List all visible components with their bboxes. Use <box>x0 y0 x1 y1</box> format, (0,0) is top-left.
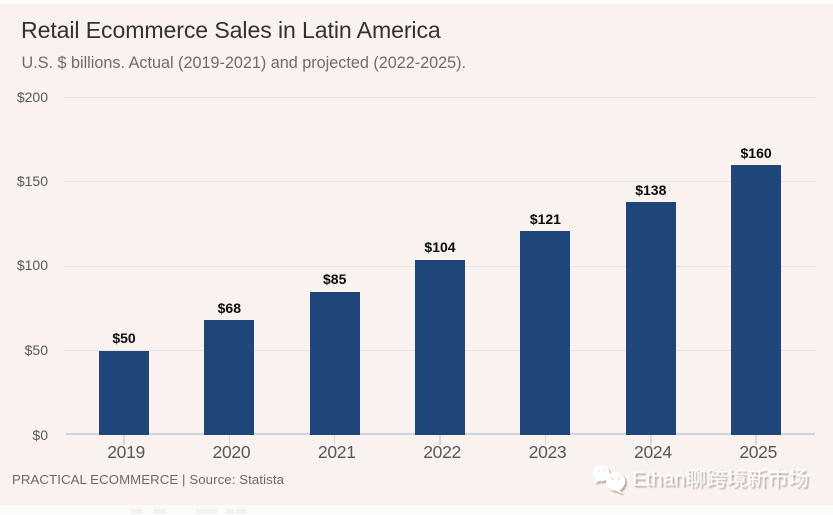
svg-text:Ethan: Ethan <box>632 468 686 491</box>
